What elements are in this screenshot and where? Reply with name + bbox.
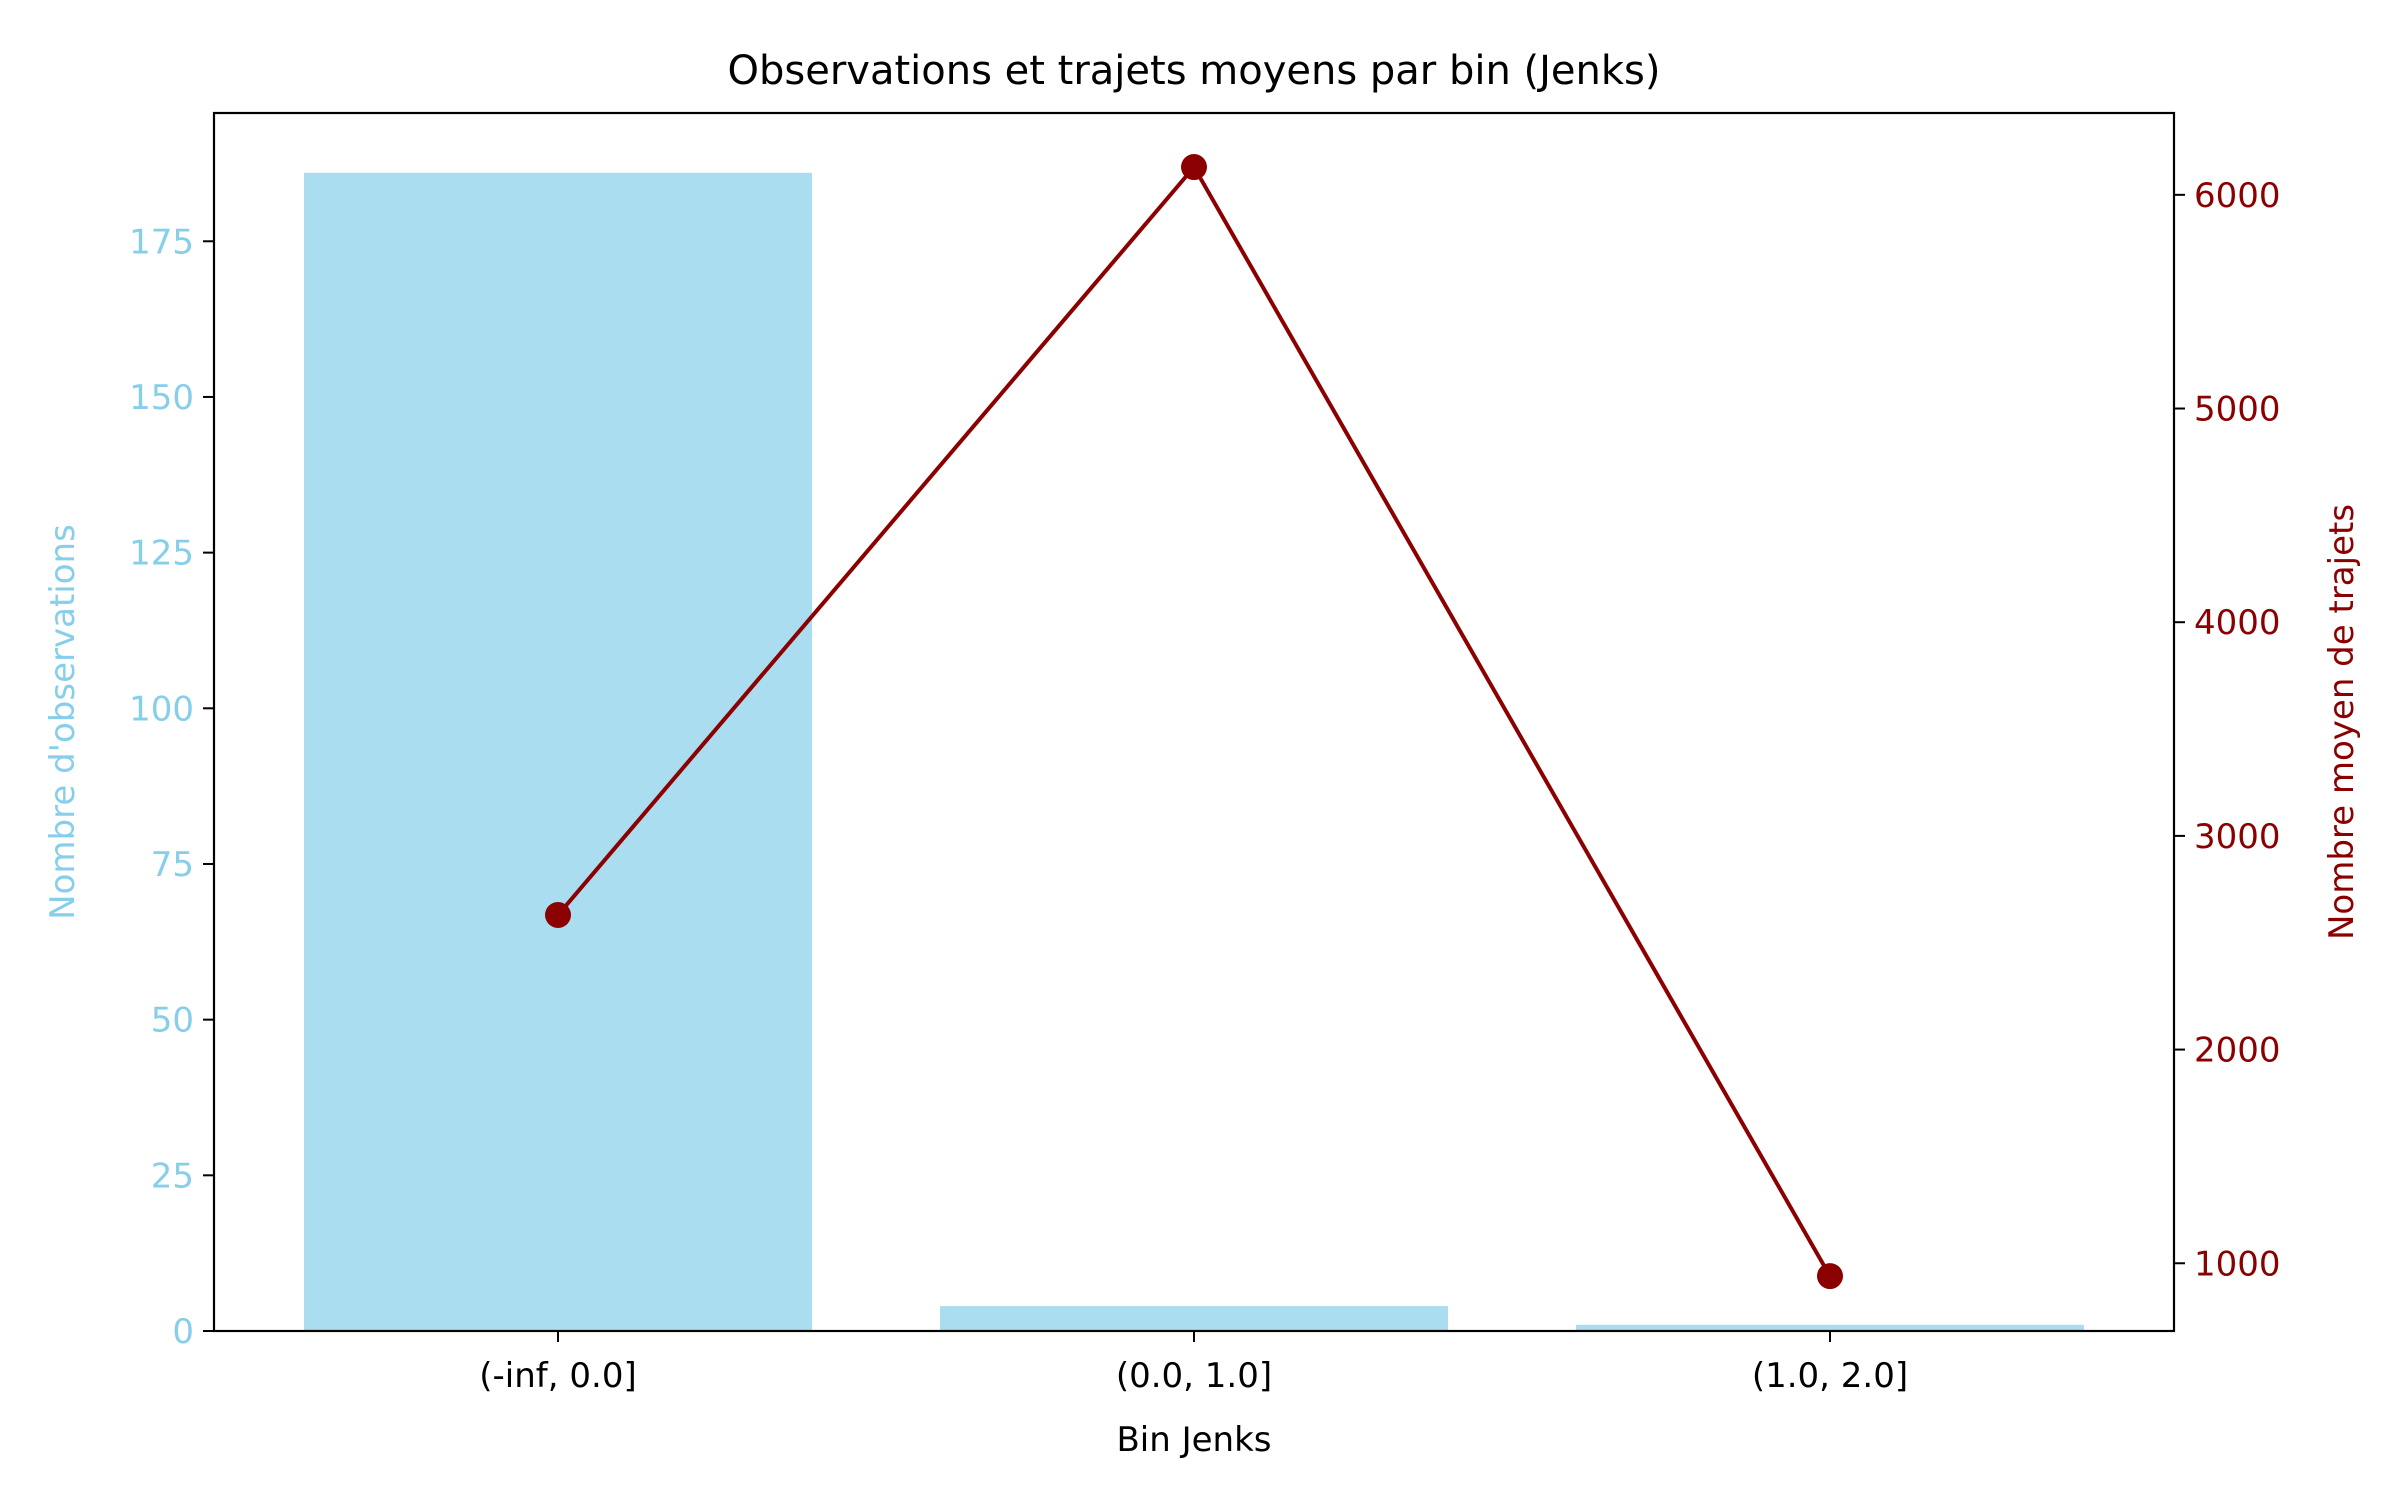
x-axis-label: Bin Jenks bbox=[1116, 1420, 1271, 1460]
left-tick-label: 0 bbox=[172, 1312, 194, 1352]
left-tick-label: 175 bbox=[129, 222, 194, 262]
line-series bbox=[545, 154, 1843, 1290]
right-tick-label: 1000 bbox=[2194, 1244, 2281, 1284]
right-tick-label: 4000 bbox=[2194, 603, 2281, 643]
line-point bbox=[1181, 154, 1207, 181]
right-axis-label: Nombre moyen de trajets bbox=[2322, 504, 2362, 940]
left-axis-label: Nombre d'observations bbox=[43, 524, 83, 920]
line-point bbox=[1817, 1263, 1843, 1290]
bar bbox=[304, 172, 812, 1331]
right-tick-label: 3000 bbox=[2194, 817, 2281, 857]
right-tick-label: 5000 bbox=[2194, 390, 2281, 430]
bar bbox=[1576, 1324, 2084, 1331]
left-tick-label: 50 bbox=[151, 1001, 194, 1041]
bar-series bbox=[304, 172, 2084, 1331]
x-tick-label: (1.0, 2.0] bbox=[1752, 1356, 1908, 1396]
right-tick-label: 2000 bbox=[2194, 1031, 2281, 1071]
bar bbox=[940, 1306, 1448, 1331]
x-tick-label: (0.0, 1.0] bbox=[1116, 1356, 1272, 1396]
chart-title: Observations et trajets moyens par bin (… bbox=[728, 48, 1661, 94]
left-tick-label: 150 bbox=[129, 378, 194, 418]
left-axis: 0 25 50 75 100 125 150 175 bbox=[129, 222, 214, 1352]
right-tick-label: 6000 bbox=[2194, 176, 2281, 216]
x-tick-label: (-inf, 0.0] bbox=[479, 1356, 636, 1396]
left-tick-label: 125 bbox=[129, 534, 194, 574]
left-tick-label: 100 bbox=[129, 689, 194, 729]
left-tick-label: 25 bbox=[151, 1156, 194, 1196]
left-tick-label: 75 bbox=[151, 845, 194, 885]
line-point bbox=[545, 901, 571, 928]
right-axis: 1000 2000 3000 4000 5000 6000 bbox=[2174, 176, 2281, 1284]
x-axis: (-inf, 0.0] (0.0, 1.0] (1.0, 2.0] bbox=[479, 1331, 1908, 1396]
